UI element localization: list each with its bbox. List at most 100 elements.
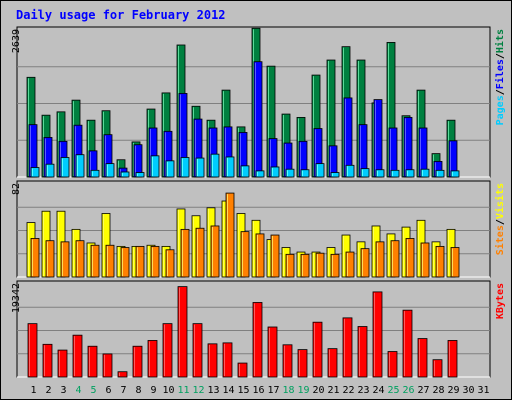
bar-pages-day-12 (195, 157, 205, 178)
legend-item-hits: Hits (494, 29, 506, 53)
bar-kbytes-day-17 (267, 326, 278, 378)
bar-kbytes-day-19 (297, 349, 308, 378)
bar-sites-day-16 (255, 233, 265, 278)
x-tick-label-2: 2 (45, 385, 51, 396)
bar-pages-day-8 (135, 172, 145, 178)
x-tick-label-3: 3 (60, 385, 66, 396)
bar-kbytes-day-5 (87, 345, 98, 378)
x-tick-label-15: 15 (237, 385, 249, 396)
bar-sites-day-24 (375, 241, 385, 278)
bar-kbytes-day-6 (102, 353, 113, 378)
bar-kbytes-day-11 (177, 286, 188, 378)
bar-kbytes-day-29 (447, 340, 458, 378)
bar-pages-day-20 (315, 163, 325, 178)
bar-pages-day-11 (180, 157, 190, 178)
bar-pages-day-23 (360, 168, 370, 178)
bar-pages-day-9 (150, 155, 160, 178)
x-tick-label-22: 22 (342, 385, 354, 396)
x-tick-label-24: 24 (372, 385, 384, 396)
bar-sites-day-11 (180, 228, 190, 278)
bar-kbytes-day-25 (387, 351, 398, 378)
bar-sites-day-22 (345, 251, 355, 278)
bar-sites-day-7 (120, 247, 130, 278)
bar-pages-day-1 (30, 167, 40, 178)
x-tick-label-8: 8 (135, 385, 141, 396)
y-max-label: 2639 (11, 29, 22, 53)
bar-sites-day-25 (390, 240, 400, 278)
bar-pages-day-16 (255, 170, 265, 178)
x-tick-label-14: 14 (222, 385, 234, 396)
panel-legend: KBytes (495, 283, 506, 319)
legend-item-pages: Pages (495, 95, 506, 125)
bar-pages-day-25 (390, 169, 400, 178)
bar-sites-day-13 (210, 225, 220, 278)
bar-kbytes-day-3 (57, 349, 68, 378)
x-tick-label-29: 29 (447, 385, 459, 396)
bar-sites-day-1 (30, 238, 40, 278)
bar-sites-day-2 (45, 240, 55, 278)
bar-pages-day-28 (435, 169, 445, 178)
bar-sites-day-4 (75, 240, 85, 278)
bar-sites-day-26 (405, 238, 415, 278)
bar-kbytes-day-14 (222, 342, 233, 378)
bar-kbytes-day-1 (27, 323, 38, 378)
bar-sites-day-12 (195, 227, 205, 278)
panel-kbytes: 19342 KBytes (11, 280, 506, 378)
bar-pages-day-19 (300, 169, 310, 178)
x-tick-label-19: 19 (297, 385, 309, 396)
x-tick-label-1: 1 (30, 385, 36, 396)
bar-pages-day-13 (210, 153, 220, 178)
x-tick-label-6: 6 (105, 385, 111, 396)
x-tick-label-30: 30 (462, 385, 474, 396)
bar-pages-day-29 (450, 170, 460, 178)
bar-pages-day-15 (240, 165, 250, 178)
bar-kbytes-day-9 (147, 340, 158, 378)
bar-sites-day-27 (420, 242, 430, 278)
bar-sites-day-18 (285, 253, 295, 278)
bar-sites-day-8 (135, 245, 145, 278)
x-tick-label-4: 4 (75, 385, 81, 396)
bar-sites-day-21 (330, 253, 340, 278)
bar-pages-day-21 (330, 172, 340, 178)
bar-pages-day-14 (225, 156, 235, 178)
x-tick-label-7: 7 (120, 385, 126, 396)
bar-sites-day-29 (450, 247, 460, 278)
bar-kbytes-day-12 (192, 323, 203, 378)
bar-pages-day-4 (75, 154, 85, 178)
x-tick-label-10: 10 (162, 385, 174, 396)
bar-sites-day-20 (315, 252, 325, 278)
x-tick-label-28: 28 (432, 385, 444, 396)
bar-pages-day-22 (345, 164, 355, 178)
bar-kbytes-day-28 (432, 359, 443, 378)
bar-pages-day-26 (405, 169, 415, 178)
y-max-label: 19342 (11, 283, 22, 313)
bar-pages-day-7 (120, 171, 130, 178)
bar-pages-day-17 (270, 166, 280, 178)
x-tick-label-25: 25 (387, 385, 399, 396)
bar-sites-day-23 (360, 248, 370, 278)
bar-kbytes-day-7 (117, 371, 128, 378)
bar-kbytes-day-23 (357, 326, 368, 378)
legend-item-sites: Sites (494, 225, 506, 255)
bar-sites-day-6 (105, 244, 115, 278)
bar-kbytes-day-26 (402, 309, 413, 378)
x-tick-label-18: 18 (282, 385, 294, 396)
panel-legend: Sites/Visits (494, 183, 506, 255)
bar-kbytes-day-16 (252, 302, 263, 378)
x-tick-label-12: 12 (192, 385, 204, 396)
bar-pages-day-24 (375, 169, 385, 178)
x-tick-label-13: 13 (207, 385, 219, 396)
bar-pages-day-3 (60, 157, 70, 178)
bar-pages-day-27 (420, 168, 430, 178)
bar-sites-day-14 (225, 192, 235, 278)
legend-item-visits: Visits (494, 183, 506, 219)
bar-kbytes-day-21 (327, 348, 338, 378)
x-tick-label-23: 23 (357, 385, 369, 396)
bar-sites-day-10 (165, 249, 175, 278)
bar-sites-day-5 (90, 244, 100, 278)
x-tick-label-31: 31 (477, 385, 489, 396)
bar-kbytes-day-4 (72, 334, 83, 378)
